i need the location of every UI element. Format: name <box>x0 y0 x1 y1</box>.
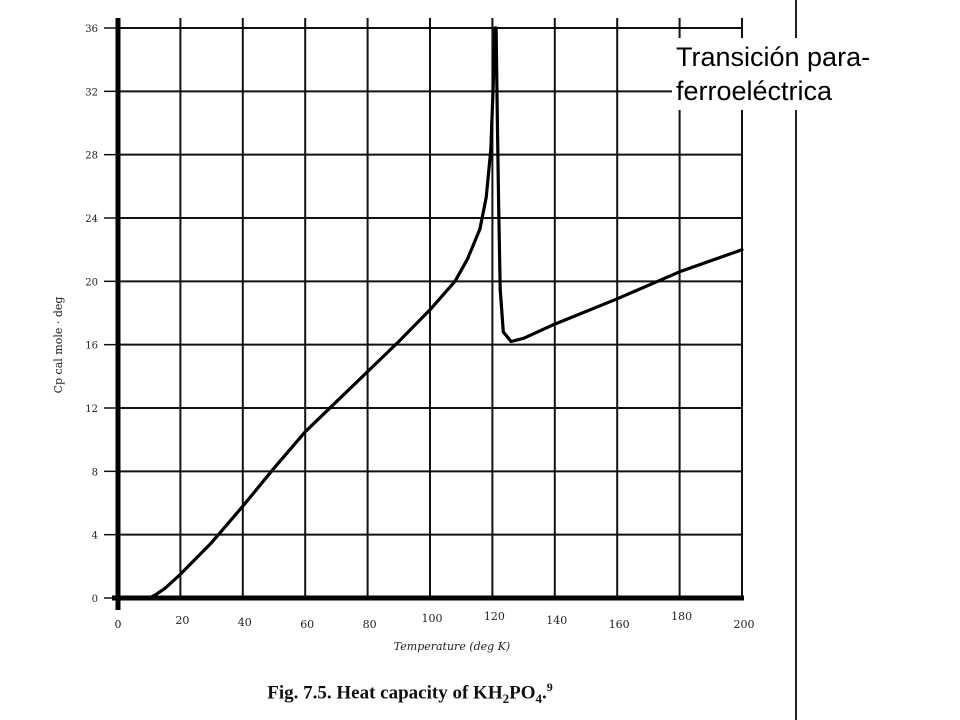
x-tick-label: 140 <box>546 614 567 627</box>
x-tick-label: 100 <box>422 612 443 625</box>
chart-axes <box>112 18 744 610</box>
x-tick-label: 40 <box>238 616 252 629</box>
series-group <box>147 26 744 600</box>
y-tick-label: 20 <box>85 277 98 288</box>
annotation-line-1: Transición para- <box>676 42 871 72</box>
x-tick-label: 20 <box>175 614 189 627</box>
x-tick-label: 120 <box>484 610 505 623</box>
page-edge-divider <box>795 0 797 720</box>
x-tick-label: 200 <box>734 618 755 631</box>
caption-mid: PO <box>509 682 536 704</box>
series-line-cp <box>147 26 744 600</box>
y-axis-label: Cp cal mole · deg <box>52 297 65 394</box>
x-tick-label: 60 <box>300 618 314 631</box>
caption-sup: 9 <box>546 680 553 694</box>
y-tick-label: 32 <box>85 87 98 98</box>
figure-caption: Fig. 7.5. Heat capacity of KH2PO4.9 <box>0 680 820 707</box>
x-tick-label: 80 <box>363 618 377 631</box>
y-tick-label: 0 <box>92 594 98 605</box>
y-tick-label: 12 <box>85 404 98 415</box>
x-tick-label: 0 <box>115 618 122 631</box>
y-tick-label: 24 <box>85 214 98 225</box>
annotation-line-2: ferroeléctrica <box>676 76 833 106</box>
y-tick-label: 8 <box>92 467 98 478</box>
caption-sub-2: 4 <box>535 691 543 707</box>
y-tick-label: 16 <box>85 341 98 352</box>
y-tick-label: 36 <box>85 24 98 35</box>
caption-suffix: . <box>542 682 547 704</box>
x-tick-labels: 0 20 40 60 80 100 120 140 160 180 200 <box>115 610 755 631</box>
x-tick-label: 180 <box>671 610 692 623</box>
y-tick-labels: 0 4 8 12 16 20 24 28 32 36 <box>85 24 118 605</box>
y-tick-label: 28 <box>85 151 98 162</box>
caption-prefix: Fig. 7.5. Heat capacity of KH <box>267 682 503 704</box>
caption-sub-1: 2 <box>502 691 510 707</box>
y-tick-label: 4 <box>92 531 98 542</box>
transition-annotation: Transición para- ferroeléctrica <box>672 38 910 110</box>
x-tick-label: 160 <box>609 618 630 631</box>
x-axis-label: Temperature (deg K) <box>394 640 510 653</box>
